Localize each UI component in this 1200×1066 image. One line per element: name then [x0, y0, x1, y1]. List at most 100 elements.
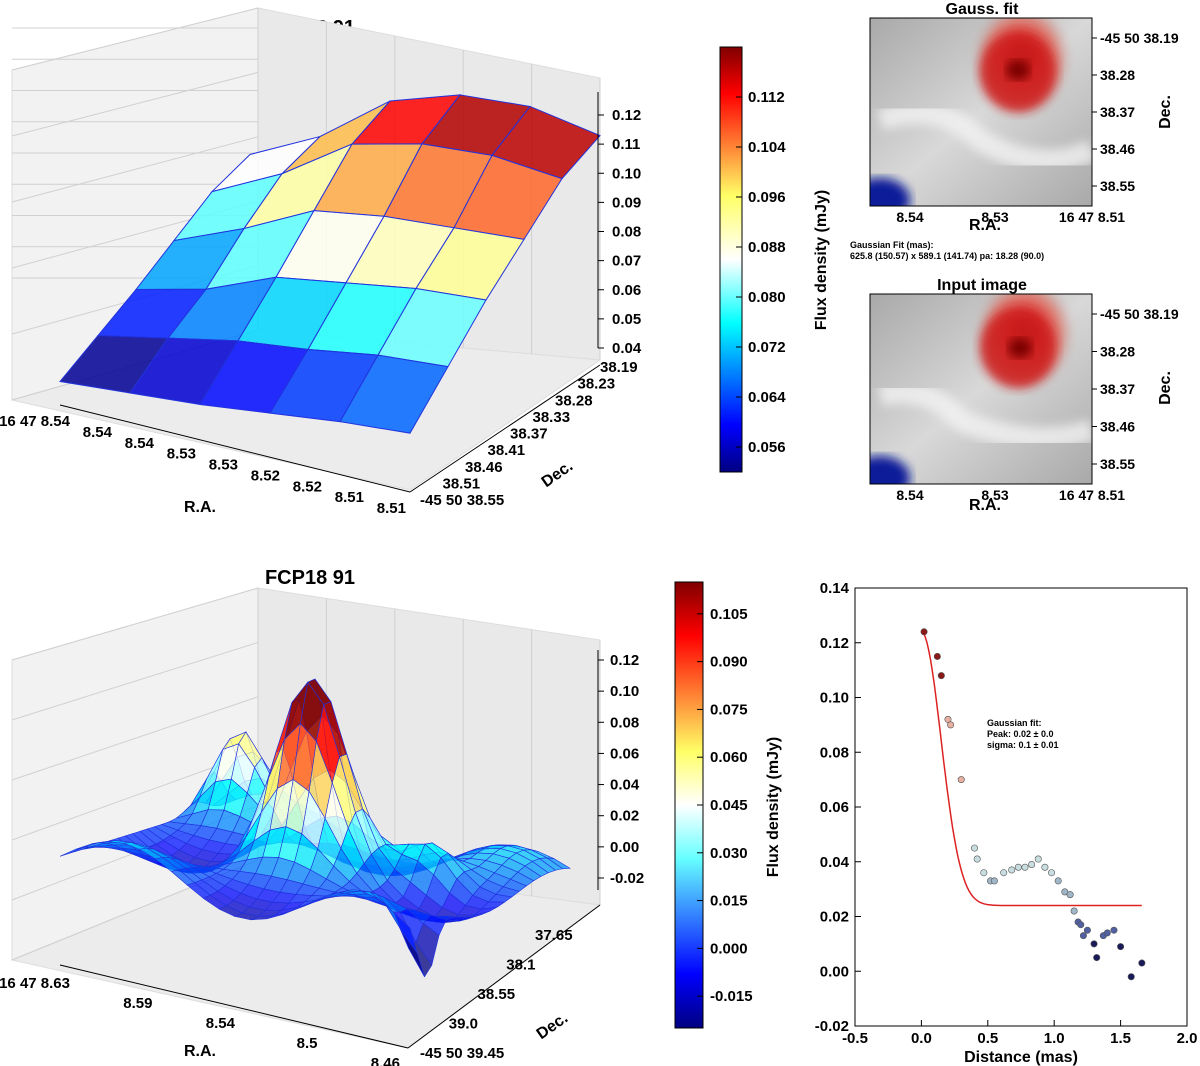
colorbar-top-tick: 0.112 [748, 89, 785, 106]
colorbar-bottom-tick: 0.045 [710, 797, 748, 814]
surface-top-cell [339, 354, 449, 434]
colorbar-top-tick: 0.104 [748, 139, 786, 156]
surface-bottom-cell [393, 912, 418, 954]
input-image-y-ticks: -45 50 38.19 38.28 38.37 38.46 38.55 [1092, 306, 1179, 472]
surface-bottom-xlabel: R.A. [184, 1043, 216, 1060]
colorbar-top-label: Flux density (mJy) [813, 190, 830, 330]
image-y-tick: 38.28 [1100, 344, 1135, 360]
radial-profile-y-tick: 0.12 [820, 635, 849, 652]
radial-profile-x-tick: 1.5 [1110, 1030, 1131, 1047]
radial-profile-point [1066, 891, 1074, 899]
surface-bottom-z-tick: -0.02 [610, 870, 644, 887]
radial-profile-point [1083, 926, 1091, 934]
surface-top-z-tick: 0.05 [612, 311, 641, 328]
surface-bottom-z-tick: 0.04 [610, 777, 640, 794]
radial-profile-point [920, 628, 928, 636]
radial-profile-point [1079, 932, 1087, 940]
surface-top-x-tick: 8.54 [83, 424, 113, 441]
image-y-tick: -45 50 38.19 [1100, 306, 1179, 322]
surface-bottom-x-tick: 8.46 [371, 1055, 400, 1066]
surface-top-y-tick: 38.19 [600, 359, 638, 376]
radial-profile-point [990, 877, 998, 885]
input-image-title: Input image [937, 277, 1027, 294]
surface-bottom-z-tick: 0.12 [610, 652, 639, 669]
surface-bottom-z-tick: 0.08 [610, 714, 639, 731]
surface-bottom-y-tick: 37.65 [535, 927, 573, 944]
surface-top-y-tick: 38.23 [578, 376, 616, 393]
image-x-tick: 8.54 [896, 209, 923, 225]
radial-profile-y-tick: 0.14 [820, 580, 850, 597]
surface-top-x-tick: 8.52 [251, 467, 280, 484]
surface-bottom-x-tick: 8.54 [206, 1015, 236, 1032]
radial-profile-point [1070, 907, 1078, 915]
surface-top-ylabel: Dec. [539, 458, 576, 491]
surface-top-z-tick: 0.06 [612, 282, 641, 299]
radial-profile-point [1008, 866, 1016, 874]
colorbar-top-tick: 0.088 [748, 239, 786, 256]
image-x-tick: 8.54 [896, 487, 923, 503]
input-image-heatmap [869, 293, 1093, 485]
radial-profile-ylabel: Flux density (mJy) [765, 737, 782, 877]
radial-profile-y-tick: 0.10 [820, 690, 849, 707]
gauss-fit-annotation-1: Gaussian Fit (mas): [850, 240, 934, 250]
surface-top-y-tick: 38.41 [488, 442, 526, 459]
colorbar-bottom-tick: 0.060 [710, 749, 748, 766]
radial-profile-x-tick: -0.5 [842, 1030, 868, 1047]
colorbar-top-tick: 0.080 [748, 289, 786, 306]
surface-top-z-tick: 0.08 [612, 224, 641, 241]
radial-profile-point [980, 869, 988, 877]
surface-bottom-ylabel: Dec. [534, 1010, 571, 1043]
radial-profile-annotation-3: sigma: 0.1 ± 0.01 [987, 740, 1058, 750]
input-image-x-ticks: 8.54 8.53 16 47 8.51 [896, 487, 1125, 503]
gauss-fit-title: Gauss. fit [946, 1, 1020, 18]
radial-profile-point [1028, 860, 1036, 868]
surface-bottom-y-tick: 39.0 [449, 1016, 478, 1033]
colorbar-bottom-ticks: -0.015 0.000 0.015 0.030 0.045 0.060 0.075 0.09… [697, 606, 753, 1005]
surface-top-z-tick: 0.07 [612, 253, 641, 270]
image-y-tick: 38.28 [1100, 67, 1135, 83]
surface-bottom-title: FCP18 91 [265, 567, 355, 589]
surface-top-x-tick: 16 47 8.54 [0, 413, 71, 430]
radial-profile-point [1041, 863, 1049, 871]
surface-top-x-ticks: 16 47 8.54 8.54 8.54 8.53 8.53 8.52 8.52 8.51 8.… [0, 413, 406, 517]
surface-bottom-y-axis [407, 904, 601, 1049]
radial-profile-point [1048, 869, 1056, 877]
surface-top-z-ticks: 0.04 0.05 0.06 0.07 0.08 0.09 0.10 0.11 0.12 [598, 107, 642, 357]
surface-top-y-tick: 38.37 [510, 426, 548, 443]
radial-profile-point [1000, 869, 1008, 877]
image-y-tick: -45 50 38.19 [1100, 30, 1179, 46]
surface-bottom-y-tick: 38.1 [506, 957, 535, 974]
surface-top-z-tick: 0.12 [612, 107, 641, 124]
surface-top-panel: FCP18 91 0.040.050.060.070.080.090.100.1… [0, 7, 642, 517]
colorbar-top-ticks: 0.056 0.064 0.072 0.080 0.088 0.096 0.104 0.112 [736, 89, 786, 456]
colorbar-bottom-tick: 0.030 [710, 845, 748, 862]
radial-profile-y-tick: -0.02 [815, 1018, 849, 1035]
image-y-tick: 38.37 [1100, 381, 1135, 397]
radial-profile-point [947, 721, 955, 729]
radial-profile-y-tick: 0.04 [820, 854, 850, 871]
colorbar-top-tick: 0.096 [748, 189, 786, 206]
radial-profile-point [937, 672, 945, 680]
colorbar-top: 0.056 0.064 0.072 0.080 0.088 0.096 0.104 0.112… [719, 46, 830, 473]
radial-profile-fit-line [920, 631, 1142, 907]
radial-profile-y-tick: 0.00 [820, 963, 849, 980]
surface-bottom-mesh [59, 678, 571, 978]
surface-bottom-z-tick: 0.02 [610, 808, 639, 825]
surface-bottom-panel: FCP18 91 -0.02 0.00 0.02 0.04 0.06 0.08 0.10 0.… [0, 567, 644, 1066]
gauss-fit-heatmap [869, 17, 1093, 207]
radial-profile-x-tick: 2.0 [1177, 1030, 1198, 1047]
radial-profile-point [1127, 973, 1135, 981]
surface-top-z-tick: 0.11 [612, 136, 640, 153]
surface-bottom-z-ticks: -0.02 0.00 0.02 0.04 0.06 0.08 0.10 0.12 [598, 652, 644, 887]
radial-profile-point [1054, 877, 1062, 885]
image-y-tick: 38.55 [1100, 178, 1135, 194]
image-y-tick: 38.37 [1100, 104, 1135, 120]
surface-top-x-tick: 8.52 [293, 478, 322, 495]
colorbar-top-tick: 0.072 [748, 339, 786, 356]
radial-profile-point [1034, 855, 1042, 863]
radial-profile-frame [854, 587, 1188, 1027]
radial-profile-y-tick: 0.02 [820, 909, 849, 926]
surface-top-y-tick: 38.33 [533, 409, 571, 426]
surface-top-x-tick: 8.54 [125, 435, 155, 452]
colorbar-bottom-tick: 0.075 [710, 701, 748, 718]
